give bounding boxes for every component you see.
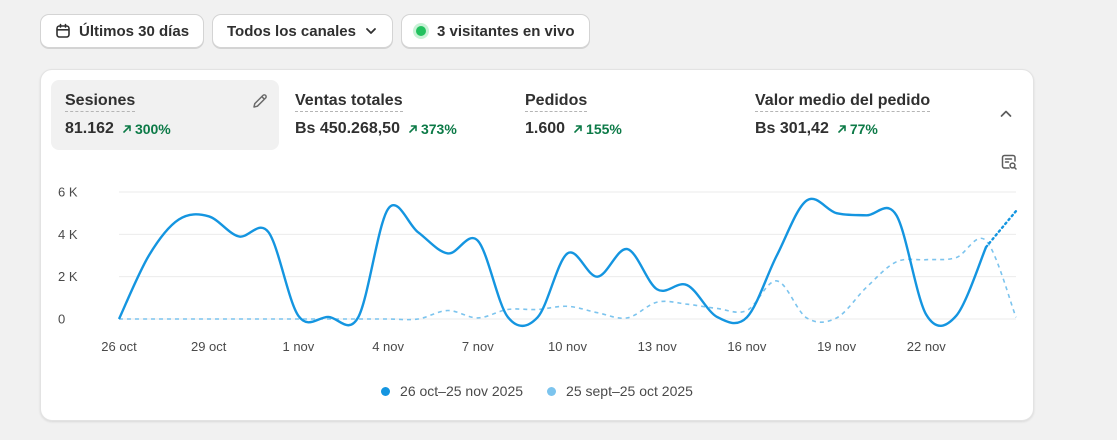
sessions-line-chart: 0 2 K 4 K 6 K 26 oct 29 oct 1 nov 4 nov 7 nov 10… <box>58 185 1018 354</box>
x-tick-label: 1 nov <box>282 339 314 354</box>
calendar-icon <box>55 23 71 39</box>
x-tick-label: 13 nov <box>638 339 678 354</box>
chart-gridlines <box>119 191 1016 320</box>
x-tick-label: 29 oct <box>191 339 227 354</box>
arrow-up-right-icon <box>838 125 846 133</box>
channel-filter-button[interactable]: Todos los canales <box>212 14 393 48</box>
chevron-down-icon <box>364 24 378 38</box>
date-range-button[interactable]: Últimos 30 días <box>40 14 205 48</box>
chart-y-ticks: 0 2 K 4 K 6 K <box>58 185 78 327</box>
series-line-previous <box>119 237 1017 323</box>
x-tick-label: 10 nov <box>548 339 588 354</box>
metric-title: Ventas totales <box>295 92 403 112</box>
arrow-up-right-icon <box>409 125 417 133</box>
metric-tab-orders[interactable]: Pedidos 1.600 155% <box>511 80 731 150</box>
x-tick-label: 22 nov <box>907 339 947 354</box>
analytics-card: Sesiones 81.162 300% Ventas totales Bs 4… <box>40 69 1034 421</box>
series-line-current <box>117 197 988 328</box>
live-indicator-dot <box>416 26 426 36</box>
metric-tab-average-order-value[interactable]: Valor medio del pedido Bs 301,42 77% <box>741 80 981 150</box>
x-tick-label: 19 nov <box>817 339 857 354</box>
metric-value: 1.600 <box>525 120 566 137</box>
pencil-icon[interactable] <box>251 92 269 115</box>
live-visitors-label: 3 visitantes en vivo <box>437 22 575 40</box>
chart-zoom-icon[interactable] <box>1000 153 1018 176</box>
metric-title: Sesiones <box>65 92 136 112</box>
legend-label: 26 oct–25 nov 2025 <box>400 383 524 399</box>
channel-filter-label: Todos los canales <box>227 22 356 40</box>
legend-dot <box>381 386 391 396</box>
x-tick-label: 4 nov <box>372 339 404 354</box>
y-tick-label: 6 K <box>58 185 78 200</box>
x-tick-label: 7 nov <box>462 339 494 354</box>
metric-change: 155% <box>573 121 622 137</box>
arrow-up-right-icon <box>123 125 131 133</box>
metric-value: Bs 450.268,50 <box>295 120 400 137</box>
metric-change: 77% <box>837 121 878 137</box>
legend-label: 25 sept–25 oct 2025 <box>566 383 693 399</box>
metric-tab-total-sales[interactable]: Ventas totales Bs 450.268,50 373% <box>281 80 501 150</box>
legend-item-previous[interactable]: 25 sept–25 oct 2025 <box>547 383 693 399</box>
metric-change: 373% <box>408 121 457 137</box>
chart-series <box>117 197 1018 328</box>
x-tick-label: 26 oct <box>101 339 137 354</box>
metric-tab-sessions[interactable]: Sesiones 81.162 300% <box>51 80 279 150</box>
arrow-up-right-icon <box>574 125 582 133</box>
metric-change: 300% <box>122 121 171 137</box>
metric-title: Valor medio del pedido <box>755 92 931 112</box>
metric-title: Pedidos <box>525 92 588 112</box>
chevron-up-icon[interactable] <box>998 106 1014 127</box>
legend-dot <box>547 386 557 396</box>
chart-legend: 26 oct–25 nov 2025 25 sept–25 oct 2025 <box>41 383 1033 399</box>
series-line-current-partial <box>984 209 1018 249</box>
live-visitors-button[interactable]: 3 visitantes en vivo <box>401 14 590 48</box>
metric-value: Bs 301,42 <box>755 120 829 137</box>
legend-item-current[interactable]: 26 oct–25 nov 2025 <box>381 383 523 399</box>
x-tick-label: 16 nov <box>727 339 767 354</box>
y-tick-label: 0 <box>58 312 65 327</box>
y-tick-label: 4 K <box>58 227 78 242</box>
date-range-label: Últimos 30 días <box>79 22 190 40</box>
metric-value: 81.162 <box>65 120 114 137</box>
y-tick-label: 2 K <box>58 269 78 284</box>
chart-x-ticks: 26 oct 29 oct 1 nov 4 nov 7 nov 10 nov 13 nov 1… <box>101 339 946 354</box>
